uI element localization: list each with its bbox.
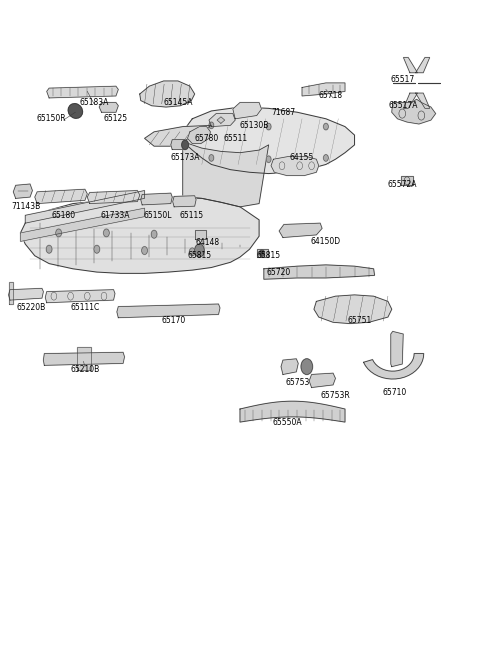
Polygon shape (25, 191, 144, 223)
Circle shape (104, 229, 109, 237)
Polygon shape (233, 102, 262, 119)
Text: 65150R: 65150R (36, 114, 66, 123)
Circle shape (182, 140, 189, 149)
Polygon shape (392, 99, 436, 124)
Polygon shape (21, 208, 144, 242)
Circle shape (324, 155, 328, 161)
Text: 65111C: 65111C (70, 303, 99, 312)
Polygon shape (209, 113, 235, 126)
Polygon shape (416, 58, 430, 73)
Text: 65115: 65115 (179, 211, 204, 220)
Text: 64148: 64148 (195, 238, 220, 247)
Text: 71687: 71687 (271, 108, 295, 117)
Ellipse shape (68, 103, 83, 119)
Text: 65150L: 65150L (144, 211, 172, 220)
Polygon shape (257, 250, 268, 257)
Polygon shape (416, 93, 430, 108)
Text: 65220B: 65220B (16, 303, 46, 312)
Circle shape (195, 244, 204, 257)
Text: 65130B: 65130B (240, 121, 269, 130)
Circle shape (266, 123, 271, 130)
Text: 65718: 65718 (319, 92, 343, 100)
Polygon shape (144, 125, 211, 146)
Polygon shape (77, 347, 91, 370)
Text: 65170: 65170 (161, 316, 185, 326)
Polygon shape (99, 102, 118, 112)
Polygon shape (87, 191, 140, 204)
Text: 65753: 65753 (285, 379, 310, 388)
Text: 71143B: 71143B (12, 202, 41, 212)
Polygon shape (404, 93, 418, 108)
Circle shape (142, 247, 147, 254)
Text: 65125: 65125 (104, 114, 128, 123)
Polygon shape (35, 189, 87, 204)
Text: 65815: 65815 (257, 252, 281, 260)
Polygon shape (391, 331, 403, 367)
Polygon shape (47, 86, 118, 98)
Circle shape (301, 359, 312, 375)
Polygon shape (264, 265, 374, 279)
Polygon shape (240, 402, 345, 422)
Text: 65180: 65180 (51, 211, 75, 220)
Circle shape (324, 123, 328, 130)
Polygon shape (188, 126, 210, 143)
Polygon shape (314, 295, 392, 324)
Text: 65753R: 65753R (321, 392, 350, 400)
Polygon shape (171, 140, 187, 149)
Text: 65517: 65517 (390, 75, 414, 84)
Text: 61733A: 61733A (100, 211, 130, 220)
Polygon shape (183, 107, 355, 174)
Polygon shape (173, 196, 196, 207)
Circle shape (266, 156, 271, 162)
Text: 64150D: 64150D (311, 237, 341, 246)
Polygon shape (9, 288, 43, 300)
Text: 65780: 65780 (194, 134, 219, 143)
Text: 65751: 65751 (347, 316, 372, 326)
Circle shape (56, 229, 61, 237)
Polygon shape (363, 354, 424, 379)
Polygon shape (21, 197, 259, 273)
Polygon shape (279, 223, 322, 238)
Text: 65173A: 65173A (170, 153, 200, 162)
Polygon shape (45, 290, 115, 303)
Polygon shape (9, 282, 13, 304)
Text: 65572A: 65572A (387, 179, 417, 189)
Text: 65815: 65815 (187, 252, 212, 260)
Text: 65550A: 65550A (273, 418, 302, 426)
Polygon shape (281, 359, 298, 375)
Circle shape (209, 122, 214, 128)
Polygon shape (302, 83, 345, 96)
Polygon shape (401, 176, 413, 185)
Circle shape (94, 246, 100, 253)
Text: 65210B: 65210B (70, 365, 99, 375)
Polygon shape (217, 117, 225, 123)
Text: 65517A: 65517A (388, 102, 418, 110)
Text: 64155: 64155 (290, 153, 314, 162)
Text: 65710: 65710 (383, 388, 407, 397)
Circle shape (199, 232, 204, 240)
Polygon shape (140, 81, 195, 107)
Polygon shape (117, 304, 220, 318)
Text: 65511: 65511 (223, 134, 247, 143)
Polygon shape (141, 193, 172, 205)
Circle shape (151, 231, 157, 238)
Circle shape (209, 155, 214, 161)
Text: 65183A: 65183A (80, 98, 109, 107)
Circle shape (190, 248, 195, 255)
Polygon shape (271, 157, 319, 176)
Circle shape (260, 250, 264, 256)
Polygon shape (13, 184, 33, 198)
Polygon shape (43, 352, 124, 365)
Text: 65720: 65720 (266, 267, 290, 276)
Polygon shape (309, 373, 336, 388)
Circle shape (46, 246, 52, 253)
Text: 65145A: 65145A (163, 98, 192, 107)
Polygon shape (183, 141, 269, 207)
Polygon shape (195, 230, 205, 240)
Polygon shape (404, 58, 418, 73)
